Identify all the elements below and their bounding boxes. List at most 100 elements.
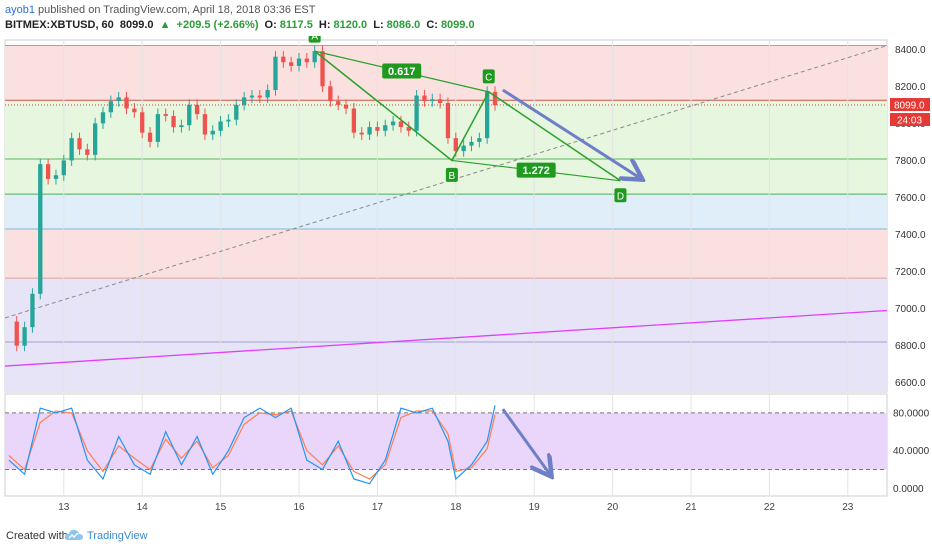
publish-info: published on TradingView.com, April 18, … bbox=[38, 4, 316, 16]
y-tick-label: 8400.0 bbox=[895, 45, 926, 56]
candle-body bbox=[163, 114, 168, 116]
stochastic-band bbox=[5, 412, 887, 470]
candle-body bbox=[210, 130, 215, 135]
candle-body bbox=[390, 121, 396, 126]
current-price-badge bbox=[890, 98, 930, 112]
candle-body bbox=[194, 104, 200, 115]
x-tick-label: 13 bbox=[58, 502, 70, 513]
candle-body bbox=[485, 91, 490, 139]
y-tick-label: 7400.0 bbox=[895, 230, 926, 241]
candle-body bbox=[85, 149, 90, 155]
candle-body bbox=[140, 112, 145, 133]
candle-body bbox=[312, 51, 317, 63]
candle-body bbox=[375, 127, 380, 131]
candle-body bbox=[265, 90, 270, 98]
x-tick-label: 20 bbox=[607, 502, 619, 513]
stochastic-d-line bbox=[8, 410, 496, 480]
x-tick-label: 19 bbox=[529, 502, 541, 513]
y-tick-label: 7000.0 bbox=[895, 304, 926, 315]
low-label: L: bbox=[373, 19, 384, 31]
high-value: 8120.0 bbox=[333, 19, 368, 31]
up-triangle-icon: ▲ bbox=[159, 19, 171, 31]
candle-body bbox=[406, 127, 411, 131]
ratio-badge bbox=[516, 162, 556, 178]
candle-body bbox=[430, 99, 435, 102]
candle-body bbox=[445, 102, 451, 139]
y-tick-label: 7800.0 bbox=[895, 156, 926, 167]
y-tick-label: 7200.0 bbox=[895, 267, 926, 278]
y-tick-label: 7600.0 bbox=[895, 193, 926, 204]
x-tick-label: 16 bbox=[293, 502, 305, 513]
candle-body bbox=[77, 138, 82, 150]
x-tick-label: 15 bbox=[215, 502, 227, 513]
y-tick-label: 6800.0 bbox=[895, 341, 926, 352]
candle-body bbox=[30, 293, 35, 328]
fib-zone bbox=[5, 278, 887, 342]
candle-body bbox=[155, 114, 161, 142]
countdown-badge bbox=[890, 113, 930, 127]
price-change: +209.5 (+2.66%) bbox=[176, 19, 259, 31]
candle-body bbox=[453, 138, 458, 152]
candle-body bbox=[257, 95, 262, 98]
chart-header: ayob1 published on TradingView.com, Apri… bbox=[0, 0, 932, 36]
candle-body bbox=[328, 86, 333, 102]
candle-body bbox=[304, 58, 309, 63]
footer: Created with TradingView bbox=[0, 524, 932, 550]
author-link[interactable]: ayob1 bbox=[5, 4, 35, 16]
candle-body bbox=[147, 132, 153, 142]
low-value: 8086.0 bbox=[386, 19, 421, 31]
high-label: H: bbox=[318, 19, 331, 31]
symbol-label: BITMEX:XBTUSD, 60 bbox=[5, 19, 114, 31]
candle-body bbox=[469, 141, 474, 146]
candle-body bbox=[124, 97, 129, 109]
x-tick-label: 22 bbox=[764, 502, 776, 513]
candle-body bbox=[226, 119, 231, 122]
candle-body bbox=[38, 164, 43, 294]
chart-canvas[interactable]: 0.6171.272ABCD8400.08200.08000.07800.076… bbox=[0, 36, 932, 524]
candle-body bbox=[116, 97, 121, 102]
stochastic-tick-label: 0.0000 bbox=[893, 484, 924, 495]
pattern-point-label: D bbox=[617, 191, 624, 202]
pattern-point-badge bbox=[308, 36, 321, 43]
candle-body bbox=[45, 164, 51, 179]
candle-body bbox=[383, 125, 388, 131]
pattern-point-badge bbox=[482, 69, 495, 84]
close-value: 8099.0 bbox=[440, 19, 475, 31]
candle-body bbox=[343, 104, 349, 109]
fib-zone bbox=[5, 45, 887, 101]
tradingview-brand[interactable]: TradingView bbox=[87, 530, 148, 542]
candle-body bbox=[171, 115, 176, 128]
pattern-point-label: C bbox=[485, 72, 492, 83]
fib-zone bbox=[5, 194, 887, 229]
candle-body bbox=[234, 104, 239, 120]
candle-body bbox=[218, 121, 223, 131]
x-tick-label: 23 bbox=[842, 502, 854, 513]
symbol-line: BITMEX:XBTUSD, 60 8099.0 ▲ +209.5 (+2.66… bbox=[5, 19, 478, 31]
pattern-point-badge bbox=[614, 188, 627, 203]
x-tick-label: 14 bbox=[137, 502, 149, 513]
candle-body bbox=[53, 175, 59, 179]
x-tick-label: 18 bbox=[450, 502, 462, 513]
candle-body bbox=[398, 121, 404, 128]
ratio-badge bbox=[382, 63, 422, 79]
pattern-point-badge bbox=[445, 167, 458, 182]
magenta-trendline bbox=[5, 309, 887, 367]
candle-body bbox=[336, 101, 341, 105]
close-label: C: bbox=[426, 19, 438, 31]
open-value: 8117.5 bbox=[279, 19, 313, 31]
open-label: O: bbox=[264, 19, 277, 31]
candle-body bbox=[273, 56, 278, 91]
abcd-pattern bbox=[314, 50, 621, 182]
candle-body bbox=[422, 95, 427, 102]
candle-body bbox=[202, 114, 208, 135]
candle-body bbox=[249, 95, 255, 98]
candle-body bbox=[492, 91, 498, 106]
candle-body bbox=[93, 123, 98, 155]
tradingview-cloud-icon bbox=[64, 529, 83, 540]
fib-zone bbox=[5, 228, 887, 279]
last-price: 8099.0 bbox=[119, 19, 154, 31]
candle-body bbox=[461, 145, 466, 152]
publish-line: ayob1 published on TradingView.com, Apri… bbox=[5, 4, 315, 16]
candle-body bbox=[69, 138, 74, 161]
candle-body bbox=[289, 62, 294, 66]
